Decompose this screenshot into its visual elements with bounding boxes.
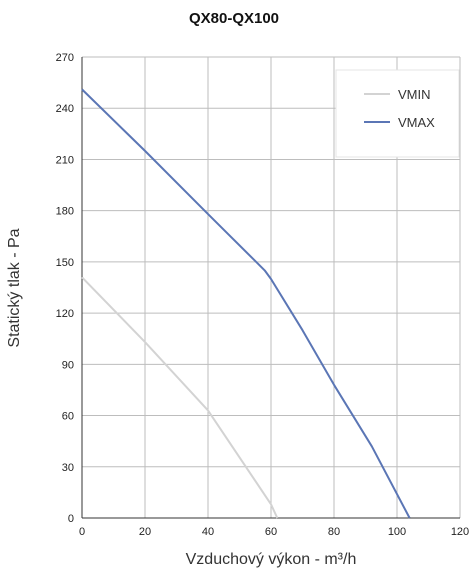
grid [81,56,461,519]
x-tick-label: 60 [265,526,277,538]
y-tick-label: 60 [62,411,74,423]
y-tick-label: 120 [56,308,74,320]
y-tick-label: 210 [56,154,74,166]
y-axis-label: Statický tlak - Pa [6,228,23,347]
legend: VMIN VMAX [335,69,460,158]
x-tick-label: 40 [202,526,214,538]
x-tick-label: 0 [79,526,85,538]
x-tick-label: 120 [451,526,469,538]
chart-title: QX80-QX100 [189,10,279,27]
x-axis-label: Vzduchový výkon - m³/h [186,551,357,568]
legend-box [335,69,460,158]
y-tick-label: 240 [56,103,74,115]
y-tick-label: 0 [68,513,74,525]
legend-label-vmin: VMIN [398,87,431,102]
x-tick-label: 80 [328,526,340,538]
y-tick-label: 150 [56,257,74,269]
x-tick-label: 20 [139,526,151,538]
y-tick-label: 30 [62,462,74,474]
series-lines [81,88,411,519]
legend-label-vmax: VMAX [398,115,435,130]
series-line-vmin [81,276,279,519]
y-tick-label: 180 [56,206,74,218]
y-tick-label: 270 [56,52,74,64]
series-line-vmax [81,88,411,519]
axis-ticks: 0 30 60 90 120 150 180 210 240 270 0 20 40 60 80 100 120 [56,52,470,538]
x-tick-label: 100 [388,526,406,538]
y-tick-label: 90 [62,359,74,371]
